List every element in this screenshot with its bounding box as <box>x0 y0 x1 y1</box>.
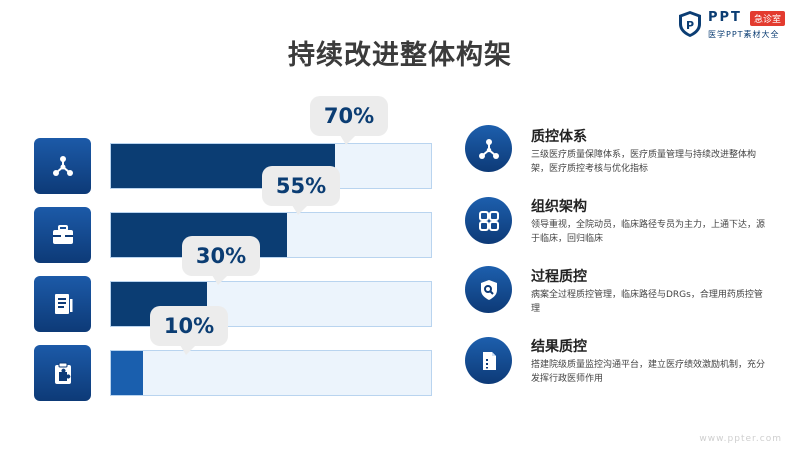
item-title-4: 结果质控 <box>531 339 587 355</box>
molecule-icon <box>478 138 499 159</box>
item-desc-4: 搭建院级质量监控沟通平台，建立医疗绩效激励机制，充分发挥行政医师作用 <box>531 360 766 384</box>
brand-badge: 急诊室 <box>750 11 786 26</box>
watermark: www.ppter.com <box>699 434 782 444</box>
row-icon-box-3 <box>34 276 91 332</box>
file-icon <box>482 351 496 370</box>
item-title-1: 质控体系 <box>531 129 587 145</box>
svg-text:P: P <box>686 19 694 32</box>
bar-value-text-1: 70% <box>323 104 375 128</box>
item-desc-2: 领导重视，全院动员，临床路径专员为主力，上通下达，源于临床，回归临床 <box>531 220 766 244</box>
bar-value-text-4: 10% <box>163 314 215 338</box>
bar-fill-4 <box>111 351 143 395</box>
row-icon-box-1 <box>34 138 91 194</box>
item-icon-circle-1 <box>465 125 512 172</box>
item-title-2: 组织架构 <box>531 199 587 215</box>
bar-value-label-2: 55% <box>262 166 340 215</box>
item-title-3: 过程质控 <box>531 269 587 285</box>
brand-logo: P PPT 急诊室 医学PPT素材大全 <box>678 8 796 42</box>
bar-value-label-1: 70% <box>310 96 388 145</box>
item-desc-1: 三级医疗质量保障体系，医疗质量管理与持续改进整体构架，医疗质控考核与优化指标 <box>531 150 757 174</box>
page-title: 持续改进整体构架 <box>288 40 512 71</box>
row-icon-box-2 <box>34 207 91 263</box>
item-icon-circle-4 <box>465 337 512 384</box>
row-icon-box-4 <box>34 345 91 401</box>
brand-name: PPT <box>708 10 742 25</box>
shield-search-icon <box>480 279 497 300</box>
bar-track-4 <box>110 350 432 396</box>
bar-value-text-3: 30% <box>195 244 247 268</box>
item-icon-circle-2 <box>465 197 512 244</box>
item-icon-circle-3 <box>465 266 512 313</box>
bar-value-label-3: 30% <box>182 236 260 285</box>
bar-value-label-4: 10% <box>150 306 228 355</box>
shield-logo-icon: P <box>679 11 701 37</box>
molecule-icon <box>52 156 73 176</box>
document-icon <box>54 294 72 314</box>
item-desc-3: 病案全过程质控管理，临床路径与DRGs，合理用药质控管理 <box>531 290 763 314</box>
grid-apps-icon <box>478 210 499 231</box>
bar-track-2 <box>110 212 432 258</box>
brand-subtitle: 医学PPT素材大全 <box>708 30 780 39</box>
briefcase-icon <box>52 225 73 244</box>
bar-value-text-2: 55% <box>275 174 327 198</box>
puzzle-clipboard-icon <box>54 362 71 384</box>
